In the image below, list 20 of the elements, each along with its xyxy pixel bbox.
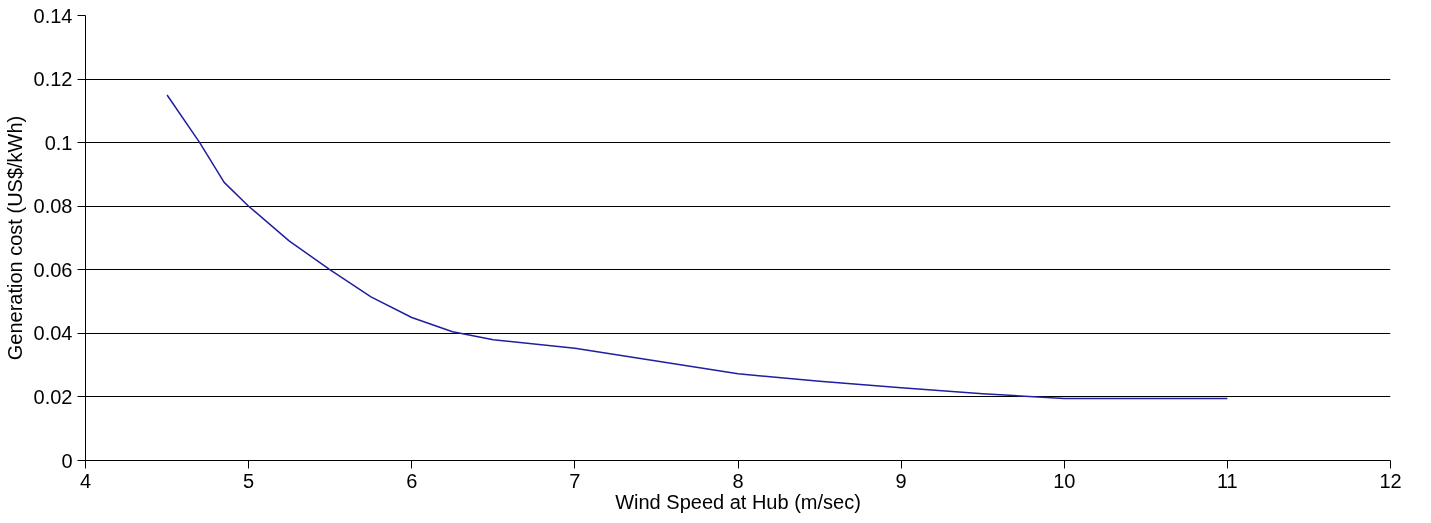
x-tick-label: 7	[569, 469, 581, 492]
x-tick-label: 4	[79, 469, 92, 492]
x-tick-label: 10	[1053, 469, 1076, 492]
y-tick-label: 0.14	[33, 4, 73, 27]
x-tick-label: 6	[406, 469, 418, 492]
x-tick-label: 11	[1216, 469, 1238, 492]
x-tick-label: 9	[895, 469, 907, 492]
y-axis-title: Generation cost (US$/kWh)	[3, 115, 26, 361]
y-tick-label: 0.04	[33, 322, 73, 345]
y-tick-label: 0.06	[33, 258, 73, 281]
x-axis-title: Wind Speed at Hub (m/sec)	[615, 490, 861, 513]
y-tick-label: 0.12	[33, 68, 73, 91]
x-tick-label: 5	[243, 469, 255, 492]
y-tick-label: 0	[61, 449, 73, 472]
y-tick-label: 0.1	[44, 131, 73, 154]
x-tick-label: 8	[732, 469, 744, 492]
y-tick-label: 0.08	[33, 195, 73, 218]
y-tick-label: 0.02	[33, 385, 73, 408]
line-series	[166, 94, 1229, 400]
x-tick-label: 12	[1379, 469, 1402, 492]
